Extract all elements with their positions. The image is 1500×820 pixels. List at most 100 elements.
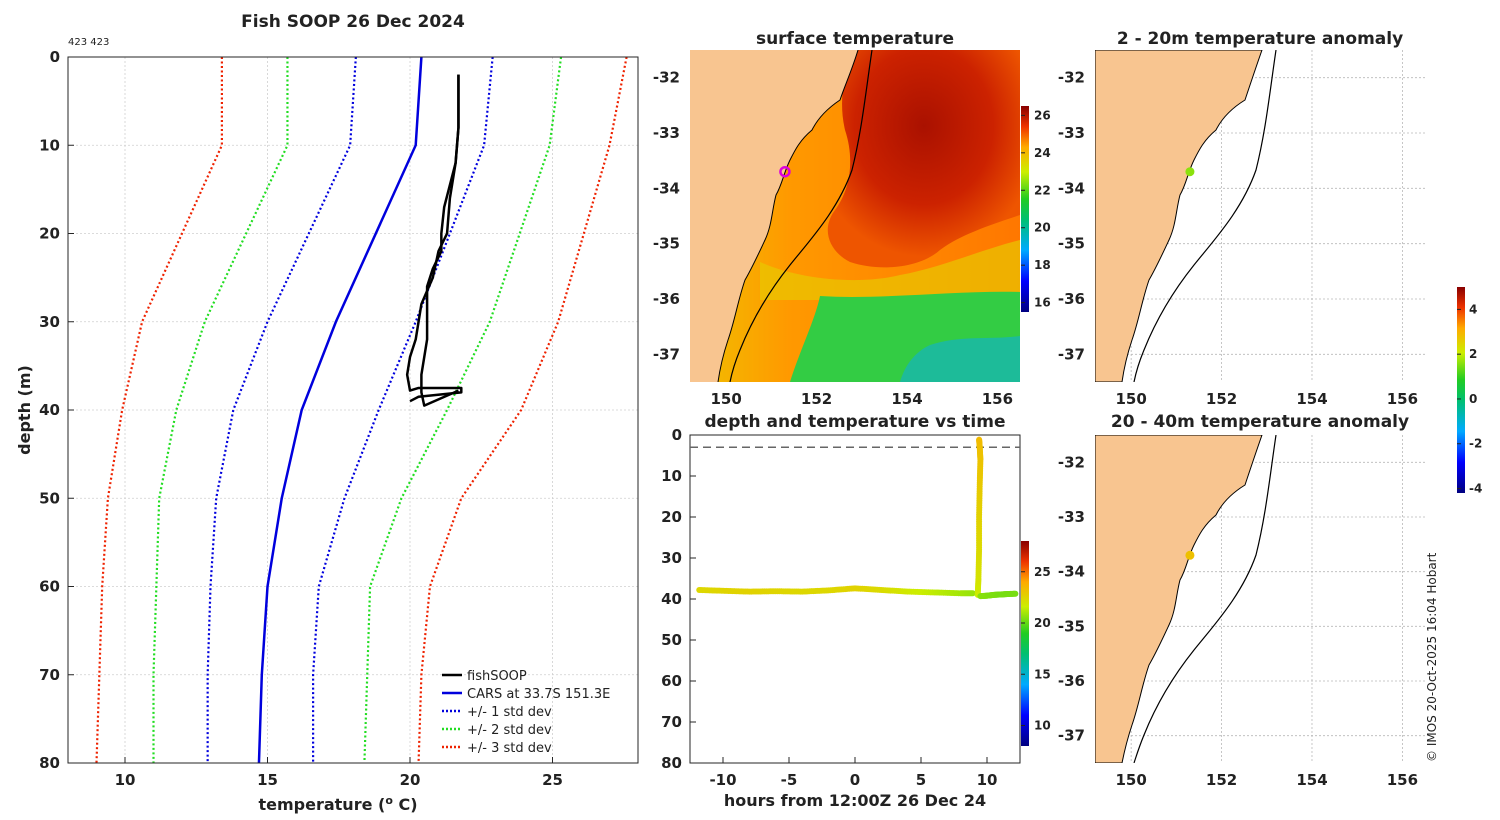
colorbar-tick-label: 26 xyxy=(1034,108,1051,122)
timeseries-colorbar-ticks: 10 15 20 25 xyxy=(1021,565,1051,733)
sst-colorbar-ticks: 16 18 20 22 24 26 xyxy=(1021,108,1051,310)
land-mask xyxy=(1095,435,1263,763)
y-tick-label: 70 xyxy=(661,713,682,731)
anomaly-deep-points xyxy=(1185,550,1195,560)
series-line xyxy=(257,57,423,763)
lon-tick-label: 152 xyxy=(801,390,832,408)
lat-tick-label: -34 xyxy=(1058,563,1085,581)
colorbar-tick-label: 10 xyxy=(1034,719,1051,733)
timeseries-xlabel: hours from 12:00Z 26 Dec 24 xyxy=(724,791,986,810)
anomaly-deep-title: 20 - 40m temperature anomaly xyxy=(1111,412,1409,432)
legend-label-cars: CARS at 33.7S 151.3E xyxy=(467,687,610,702)
colorbar-tick-label: 20 xyxy=(1034,221,1051,235)
lat-tick-label: -36 xyxy=(1058,290,1085,308)
timeseries-points xyxy=(690,436,1020,600)
sst-map-panel: 150 152 154 156 -32 -33 -34 -35 -36 -37 surface t… xyxy=(653,29,1051,408)
sst-warm-core xyxy=(827,50,1020,268)
land-mask xyxy=(1095,50,1263,382)
coastline xyxy=(717,50,859,382)
lon-tick-label: 150 xyxy=(1116,390,1147,408)
y-tick-label: 0 xyxy=(672,426,682,444)
timeseries-title: depth and temperature vs time xyxy=(705,412,1006,432)
anomaly-shallow-ticks: 150 152 154 156 -32 -33 -34 -35 -36 -37 xyxy=(1058,69,1418,408)
anomaly-colorbar xyxy=(1457,287,1465,493)
sst-field xyxy=(690,50,1020,382)
track-point xyxy=(976,436,983,443)
colorbar-tick-label: 0 xyxy=(1469,392,1477,406)
colorbar-tick-label: -2 xyxy=(1469,437,1482,451)
lat-tick-label: -32 xyxy=(1058,69,1085,87)
lon-tick-label: 152 xyxy=(1206,390,1237,408)
lon-tick-label: 150 xyxy=(711,390,742,408)
sst-title: surface temperature xyxy=(756,29,954,49)
lat-tick-label: -37 xyxy=(1058,345,1085,363)
lon-tick-label: 154 xyxy=(1296,390,1327,408)
anomaly-map-deep-panel: 150 152 154 156 -32 -33 -34 -35 -36 -37 20 - 40m … xyxy=(1058,412,1425,789)
y-tick-label: 10 xyxy=(661,467,682,485)
y-tick-label: 50 xyxy=(39,489,60,507)
lat-tick-label: -32 xyxy=(1058,453,1085,471)
colorbar-tick-label: 25 xyxy=(1034,565,1051,579)
colorbar-tick-label: 4 xyxy=(1469,302,1477,316)
sst-mixed-band xyxy=(760,240,1020,300)
profile-title: Fish SOOP 26 Dec 2024 xyxy=(241,12,465,32)
colorbar-tick-label: 20 xyxy=(1034,616,1051,630)
lon-tick-label: 156 xyxy=(1387,390,1418,408)
profile-ylabel: depth (m) xyxy=(15,365,34,455)
timeseries-panel: -10 -5 0 5 10 0 10 20 30 40 50 60 70 80 depth and tem… xyxy=(661,412,1051,810)
y-tick-label: 80 xyxy=(661,754,682,772)
lat-tick-label: -34 xyxy=(653,179,680,197)
x-tick-label: 5 xyxy=(916,771,926,789)
sst-cooler-patch xyxy=(900,336,1020,382)
profile-panel: 10 15 20 25 0 10 20 30 40 50 60 70 80 Fish SOOP 26 D… xyxy=(15,12,639,814)
anomaly-shallow-title: 2 - 20m temperature anomaly xyxy=(1117,29,1403,49)
y-tick-label: 70 xyxy=(39,666,60,684)
sst-ticks: 150 152 154 156 -32 -33 -34 -35 -36 -37 xyxy=(653,69,1013,408)
legend-label-2std: +/- 2 std dev xyxy=(467,723,552,738)
timeseries-colorbar xyxy=(1021,541,1029,746)
x-tick-label: 10 xyxy=(977,771,998,789)
x-tick-label: 25 xyxy=(542,771,563,789)
anomaly-shallow-land xyxy=(1095,50,1277,382)
y-tick-label: 30 xyxy=(661,549,682,567)
sst-colorbar xyxy=(1021,106,1029,312)
legend-label-3std: +/- 3 std dev xyxy=(467,741,552,756)
shelf-contour xyxy=(1133,50,1277,382)
colorbar-tick-label: 22 xyxy=(1034,183,1051,197)
land-mask xyxy=(690,50,858,382)
x-tick-label: 10 xyxy=(115,771,136,789)
y-tick-label: 30 xyxy=(39,313,60,331)
series-line xyxy=(417,57,628,763)
footer-credit: © IMOS 20-Oct-2025 16:04 Hobart xyxy=(1425,552,1439,762)
lat-tick-label: -33 xyxy=(1058,508,1085,526)
y-tick-label: 40 xyxy=(39,401,60,419)
x-tick-label: -5 xyxy=(781,771,798,789)
track-point xyxy=(969,590,976,597)
fishsoop-line xyxy=(405,74,463,403)
legend-label-fishsoop: fishSOOP xyxy=(467,669,527,684)
y-tick-label: 80 xyxy=(39,754,60,772)
anomaly-point xyxy=(1185,167,1195,177)
anomaly-shallow-points xyxy=(1185,167,1195,177)
y-tick-label: 20 xyxy=(39,225,60,243)
colorbar-tick-label: 16 xyxy=(1034,296,1051,310)
x-tick-label: 15 xyxy=(257,771,278,789)
track-point xyxy=(1012,590,1019,597)
legend-label-1std: +/- 1 std dev xyxy=(467,705,552,720)
lon-tick-label: 150 xyxy=(1116,771,1147,789)
lat-tick-label: -36 xyxy=(1058,672,1085,690)
lat-tick-label: -33 xyxy=(1058,124,1085,142)
lat-tick-label: -32 xyxy=(653,69,680,87)
anomaly-colorbar-ticks: -4 -2 0 2 4 xyxy=(1457,302,1482,496)
lat-tick-label: -36 xyxy=(653,290,680,308)
y-tick-label: 0 xyxy=(50,48,60,66)
fishsoop-line xyxy=(420,74,460,407)
colorbar-tick-label: 18 xyxy=(1034,258,1051,272)
sst-location-marker xyxy=(779,165,791,178)
anomaly-deep-ticks: 150 152 154 156 -32 -33 -34 -35 -36 -37 xyxy=(1058,453,1418,789)
lon-tick-label: 152 xyxy=(1206,771,1237,789)
y-tick-label: 40 xyxy=(661,590,682,608)
profile-xlabel: temperature (o C) xyxy=(258,794,417,814)
lat-tick-label: -34 xyxy=(1058,179,1085,197)
